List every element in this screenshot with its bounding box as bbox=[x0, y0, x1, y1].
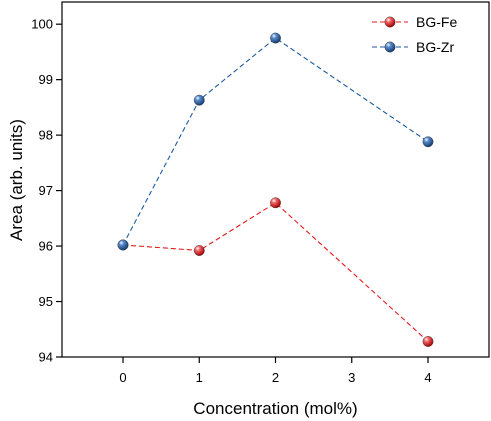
y-tick-label: 97 bbox=[39, 183, 53, 198]
x-axis-title: Concentration (mol%) bbox=[193, 399, 357, 418]
data-point-1 bbox=[422, 136, 434, 148]
y-tick-label: 100 bbox=[31, 17, 53, 32]
series-line-1 bbox=[122, 37, 429, 246]
legend-label-1: BG-Zr bbox=[416, 39, 454, 55]
x-tick-label: 2 bbox=[272, 370, 279, 385]
legend-marker-1 bbox=[384, 41, 396, 53]
plot-frame bbox=[61, 1, 490, 358]
x-tick-label: 4 bbox=[424, 370, 431, 385]
series-line-0 bbox=[122, 202, 429, 342]
y-tick-label: 94 bbox=[39, 350, 53, 365]
data-point-1 bbox=[117, 239, 129, 251]
data-point-0 bbox=[270, 197, 281, 209]
legend: BG-Fe BG-Zr bbox=[372, 14, 457, 55]
data-point-1 bbox=[270, 32, 281, 44]
y-tick-label: 95 bbox=[39, 294, 53, 309]
y-tick-label: 98 bbox=[39, 128, 53, 143]
y-axis: 94 95 96 97 98 99 100 bbox=[31, 17, 62, 365]
y-tick-label: 99 bbox=[39, 72, 53, 87]
legend-label-0: BG-Fe bbox=[416, 14, 457, 30]
y-axis-title: Area (arb. units) bbox=[7, 119, 26, 241]
data-point-0 bbox=[422, 336, 434, 347]
data-point-0 bbox=[193, 245, 205, 256]
y-tick-label: 96 bbox=[39, 239, 53, 254]
data-point-1 bbox=[193, 94, 205, 106]
x-tick-label: 1 bbox=[196, 370, 203, 385]
x-tick-label: 0 bbox=[119, 370, 126, 385]
x-axis: 0 1 2 3 4 bbox=[119, 357, 432, 385]
legend-marker-0 bbox=[384, 16, 396, 28]
x-tick-label: 3 bbox=[348, 370, 355, 385]
series-layer bbox=[117, 32, 434, 347]
